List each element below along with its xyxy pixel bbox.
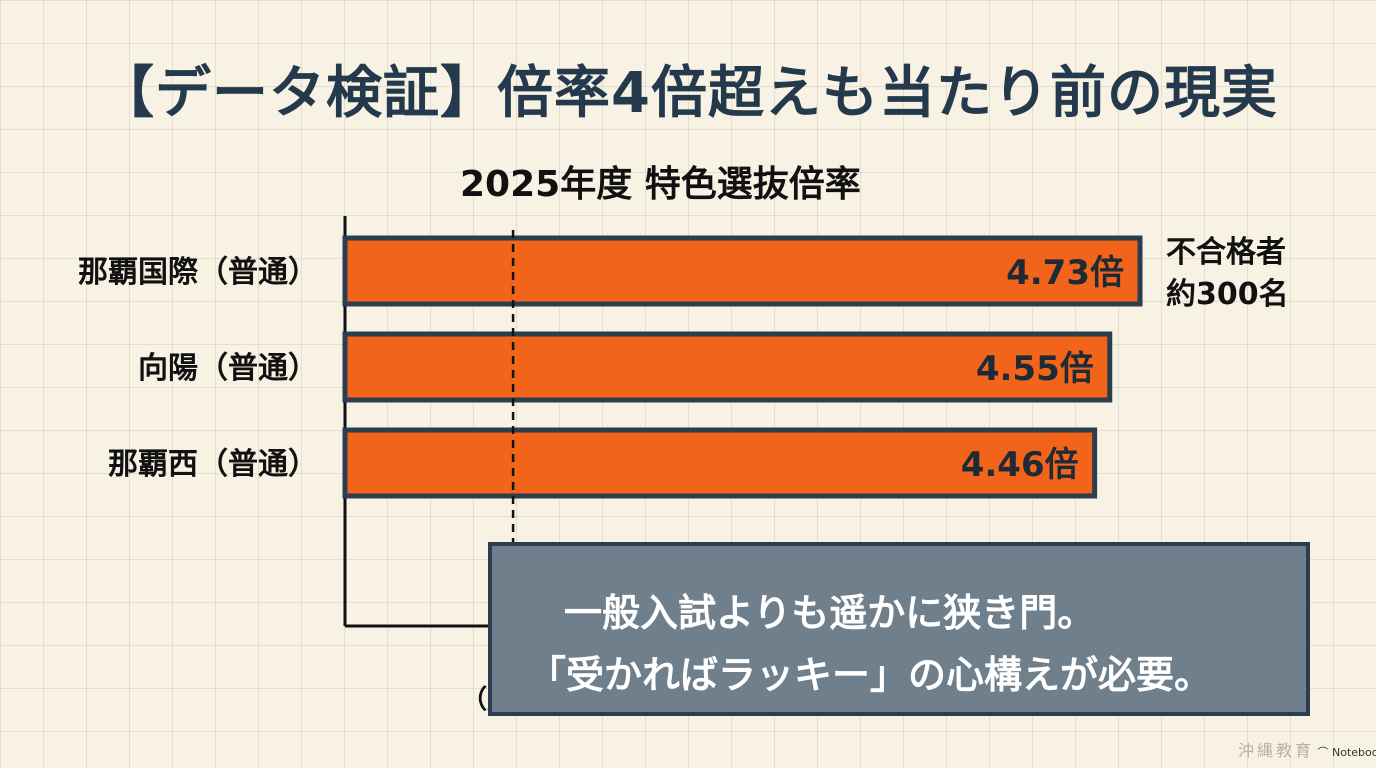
- watermark: 沖縄教育 ⌒ NotebookLM: [1238, 737, 1376, 761]
- annotation-line-2: 約300名: [1166, 277, 1289, 312]
- bar-value-label-1: 4.73倍: [1006, 253, 1124, 293]
- bar-value-label-2: 4.55倍: [976, 349, 1094, 389]
- bar-value-label-3: 4.46倍: [961, 445, 1079, 485]
- bar-2: [342, 331, 1113, 403]
- callout-line-1: 一般入試よりも遥かに狭き門。: [564, 591, 1096, 635]
- category-label-3: 那覇西（普通）: [108, 447, 318, 482]
- watermark-glyphs: 沖縄教育: [1238, 741, 1315, 760]
- category-label-2: 向陽（普通）: [138, 351, 318, 386]
- page-title: 【データ検証】倍率4倍超えも当たり前の現実: [98, 61, 1278, 126]
- bar-3: [342, 427, 1098, 499]
- chart-title: 2025年度 特色選抜倍率: [460, 164, 861, 205]
- notebooklm-logo-icon: ⌒: [1317, 746, 1329, 759]
- rejected-count-annotation: 不合格者 約300名: [1166, 232, 1289, 316]
- category-label-1: 那覇国際（普通）: [78, 255, 318, 290]
- annotation-line-1: 不合格者: [1166, 235, 1286, 270]
- bar-1: [342, 235, 1143, 307]
- watermark-brand: NotebookLM: [1332, 746, 1376, 759]
- callout-line-2: 「受かればラッキー」の心構えが必要。: [528, 653, 1213, 697]
- callout-box: 一般入試よりも遥かに狭き門。 「受かればラッキー」の心構えが必要。: [488, 542, 1310, 716]
